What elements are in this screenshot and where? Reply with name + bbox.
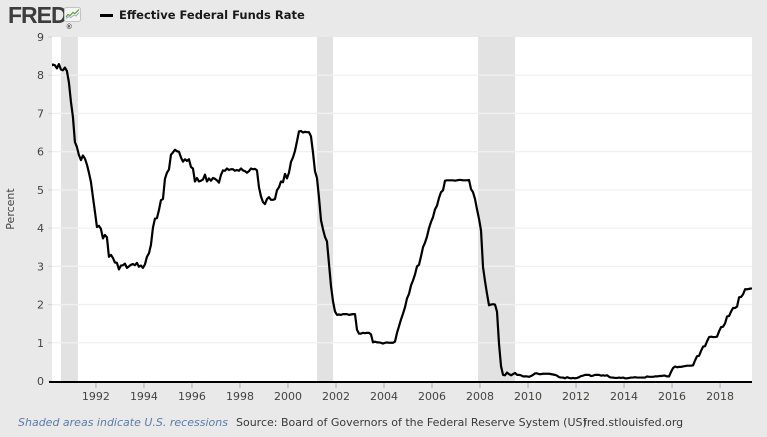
x-tick-label: 1998: [226, 390, 254, 403]
y-tick-label: 3: [37, 260, 44, 273]
y-tick-label: 6: [37, 146, 44, 159]
federal-funds-rate-chart: 0 1 2 3 4 5 6 7 8 9 1992 1994 1996 1998 2000 2002 2004 20…: [4, 31, 752, 403]
chart-footer: Shaded areas indicate U.S. recessions So…: [0, 413, 767, 437]
y-tick-label: 2: [37, 299, 44, 312]
x-tick-label: 2018: [706, 390, 734, 403]
x-tick-label: 2004: [370, 390, 398, 403]
fred-graph-icon: [64, 7, 81, 22]
x-tick-label: 1994: [130, 390, 158, 403]
source-attribution: Source: Board of Governors of the Federa…: [236, 416, 587, 429]
x-tick-label: 2010: [514, 390, 542, 403]
chart-header: FRED® Effective Federal Funds Rate: [0, 0, 767, 31]
effective-federal-funds-rate-line: [52, 63, 752, 380]
fred-site-link[interactable]: fred.stlouisfed.org: [583, 416, 684, 429]
plot-area: [52, 37, 752, 381]
recession-band: [317, 37, 334, 381]
x-tick-label: 2008: [466, 390, 494, 403]
recession-band: [478, 37, 516, 381]
y-tick-label: 7: [37, 107, 44, 120]
y-axis-title: Percent: [4, 188, 17, 230]
y-tick-label: 8: [37, 69, 44, 82]
y-tick-label: 1: [37, 337, 44, 350]
x-tick-label: 2016: [658, 390, 686, 403]
x-tick-label: 1992: [82, 390, 110, 403]
y-tick-label: 4: [37, 222, 44, 235]
legend-series-label: Effective Federal Funds Rate: [119, 8, 305, 22]
x-tick-label: 2000: [274, 390, 302, 403]
x-tick-label: 1996: [178, 390, 206, 403]
y-tick-label: 5: [37, 184, 44, 197]
chart-legend: Effective Federal Funds Rate: [100, 7, 305, 23]
recession-note-link[interactable]: Shaded areas indicate U.S. recessions: [18, 416, 228, 429]
x-tick-label: 2012: [562, 390, 590, 403]
fred-logo[interactable]: FRED®: [8, 2, 72, 31]
x-tick-label: 2002: [322, 390, 350, 403]
legend-line-swatch: [100, 13, 113, 17]
registered-mark: ®: [66, 24, 72, 31]
x-tick-label: 2006: [418, 390, 446, 403]
fred-logo-text: FRED: [8, 2, 68, 28]
y-tick-label: 9: [37, 31, 44, 44]
y-tick-label: 0: [37, 375, 44, 388]
x-tick-label: 2014: [610, 390, 638, 403]
